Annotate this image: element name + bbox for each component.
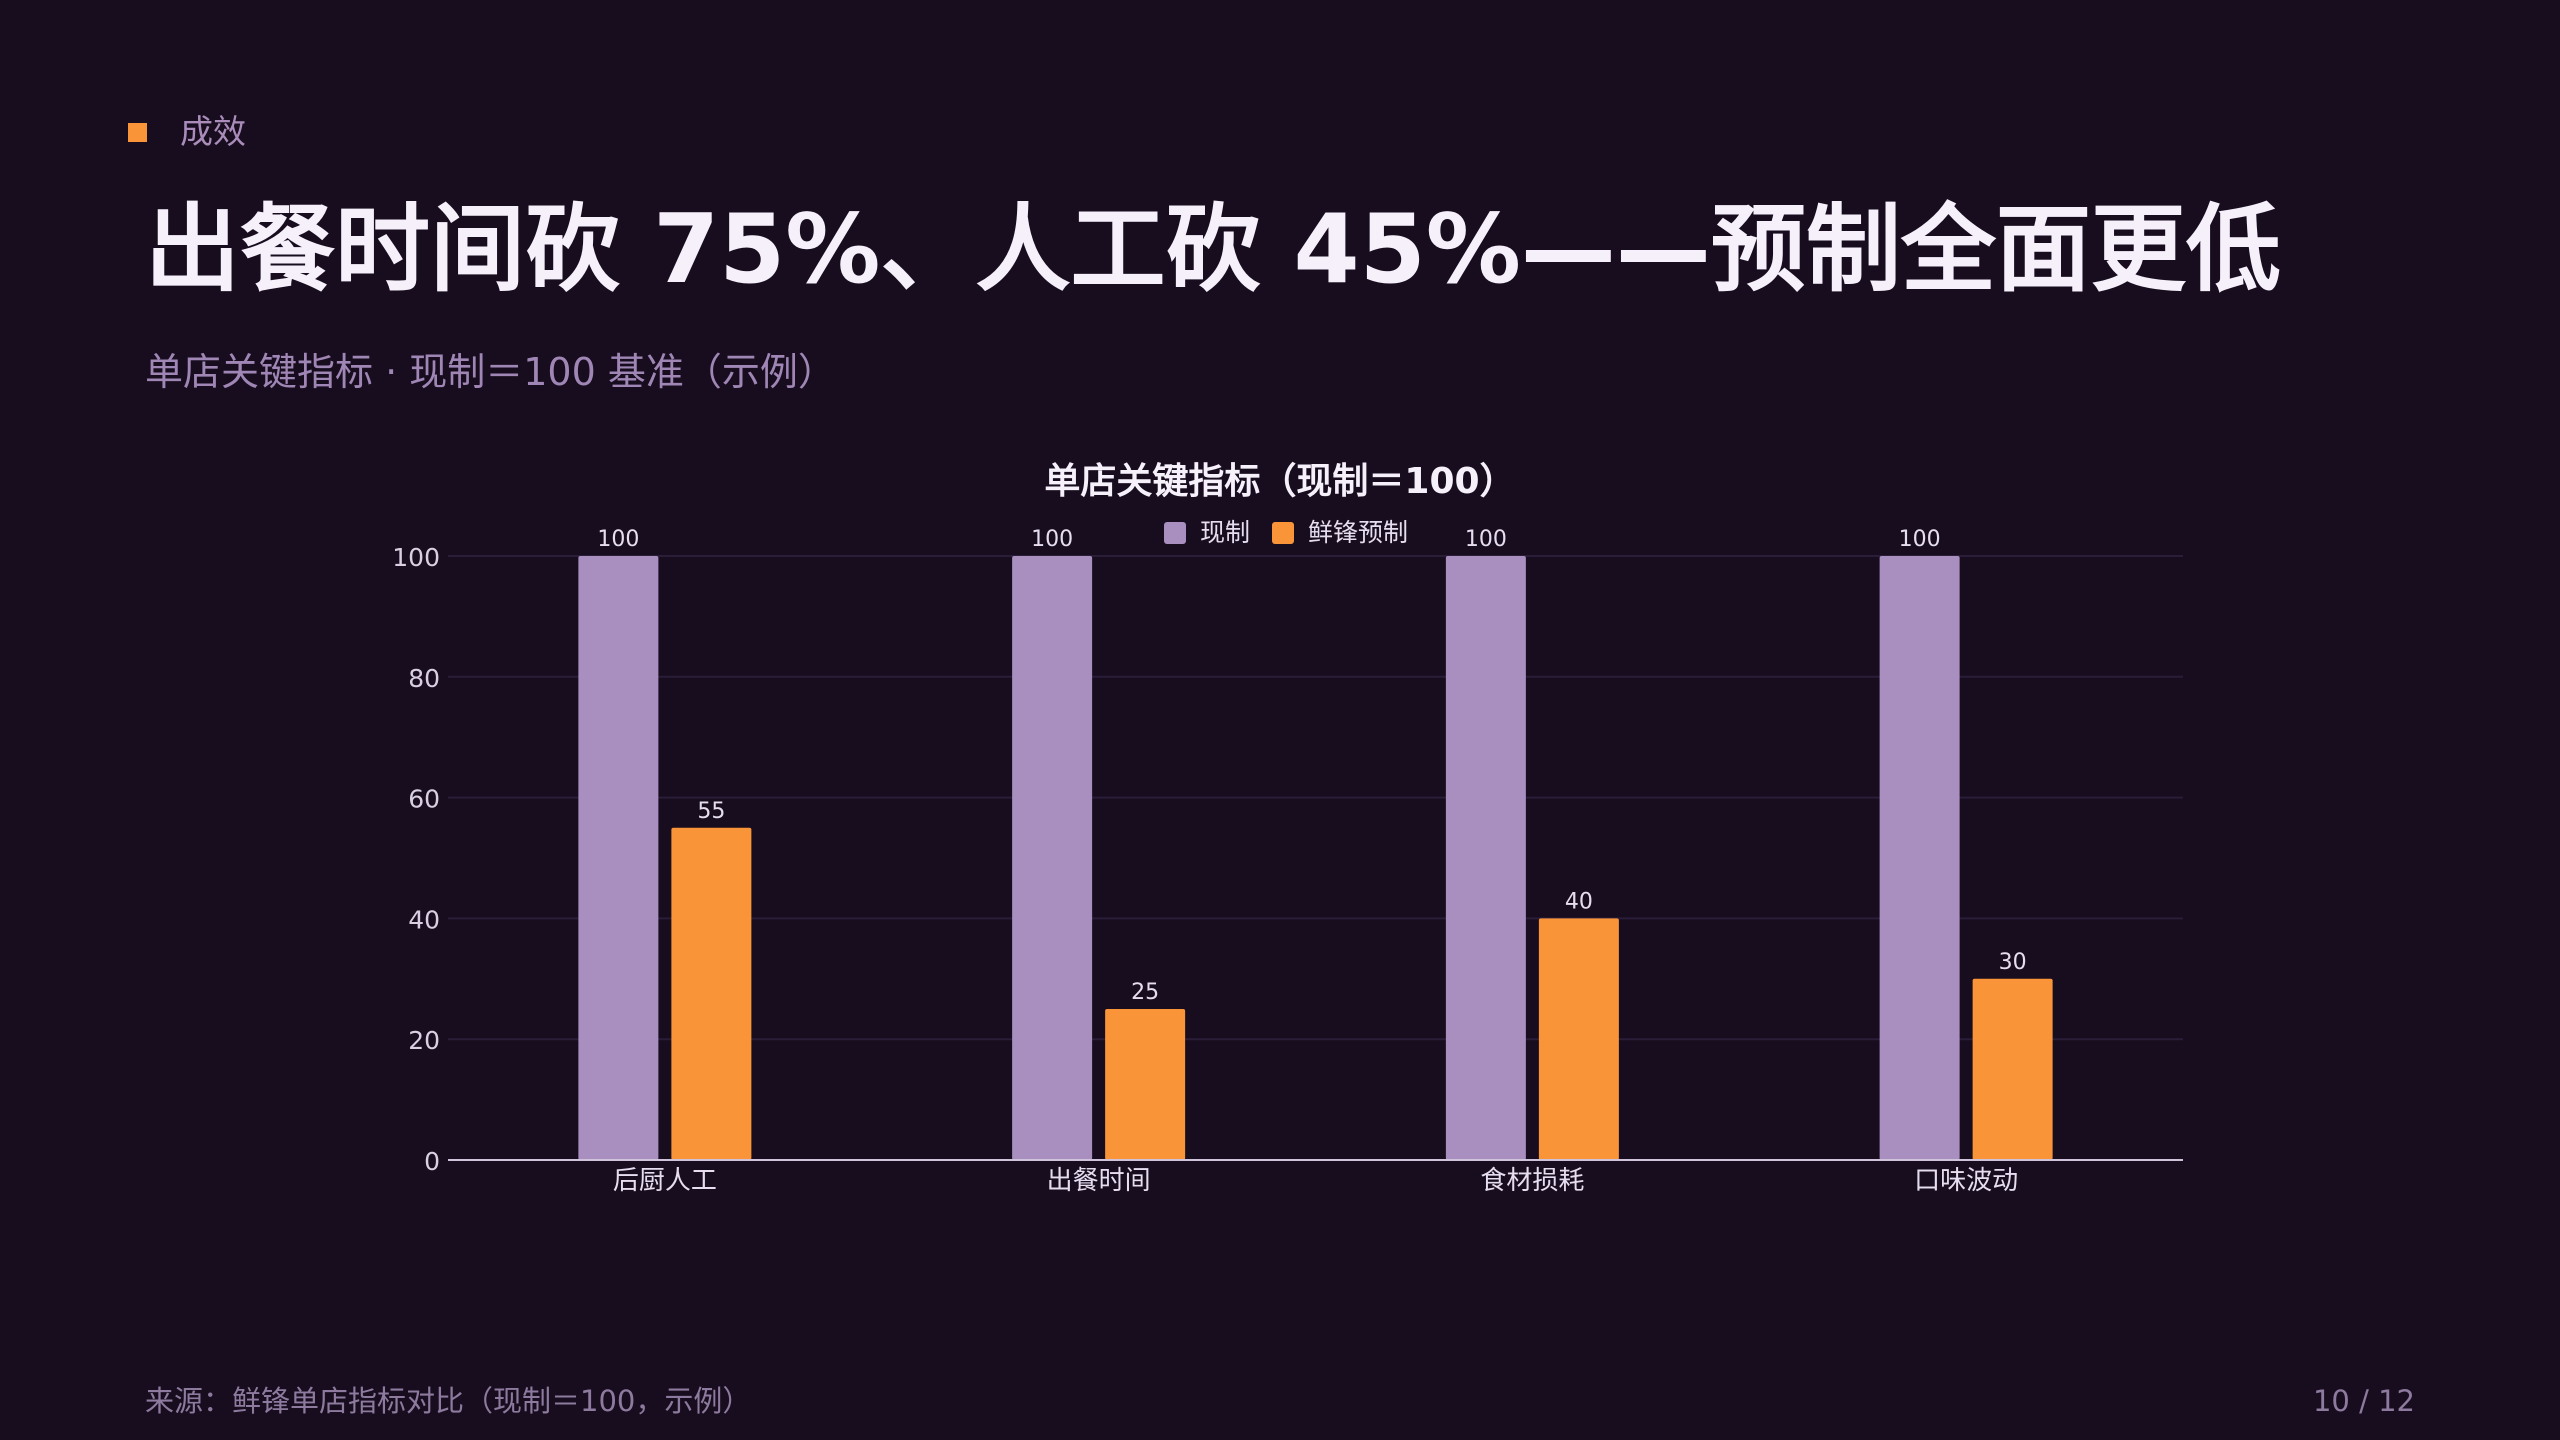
legend-label: 现制: [1200, 518, 1250, 547]
y-tick-label: 100: [392, 543, 440, 572]
x-tick-label: 后厨人工: [613, 1166, 717, 1196]
x-tick-label: 出餐时间: [1047, 1166, 1151, 1196]
bar-series-b: [1972, 978, 2053, 1160]
y-tick-label: 20: [408, 1026, 440, 1055]
bar-value-label: 100: [1031, 527, 1073, 552]
legend-swatch: [1164, 522, 1186, 544]
bars: 100 55 100 25 100 40 100 30: [578, 527, 2053, 1160]
bar-value-label: 25: [1131, 980, 1159, 1005]
x-tick-label: 口味波动: [1914, 1166, 2018, 1196]
source-note: 来源：鲜锋单店指标对比（现制＝100，示例）: [145, 1384, 752, 1418]
bar-value-label: 55: [697, 799, 725, 824]
legend-swatch: [1272, 522, 1294, 544]
slide-subtitle: 单店关键指标 · 现制＝100 基准（示例）: [145, 350, 836, 394]
bar-value-label: 100: [1465, 527, 1507, 552]
bar-series-a: [1012, 556, 1093, 1160]
y-tick-label: 60: [408, 785, 440, 814]
kicker-label: 成效: [180, 112, 246, 151]
bar-series-a: [578, 556, 659, 1160]
legend-label: 鲜锋预制: [1308, 518, 1408, 547]
bar-series-b: [1538, 918, 1619, 1160]
bar-value-label: 100: [597, 527, 639, 552]
y-tick-label: 80: [408, 664, 440, 693]
bar-value-label: 100: [1899, 527, 1941, 552]
x-tick-label: 食材损耗: [1480, 1166, 1584, 1196]
y-axis: 0 20 40 60 80 100: [392, 543, 440, 1176]
chart-legend: 现制 鲜锋预制: [1164, 518, 1408, 547]
section-kicker: 成效: [128, 108, 246, 156]
bar-series-a: [1445, 556, 1526, 1160]
x-axis: 后厨人工 出餐时间 食材损耗 口味波动: [448, 1159, 2183, 1196]
bar-series-a: [1879, 556, 1960, 1160]
slide-title: 出餐时间砍 75%、人工砍 45%——预制全面更低: [145, 195, 2281, 305]
accent-square-icon: [128, 122, 147, 142]
bar-value-label: 30: [1999, 950, 2027, 975]
page-number: 10 / 12: [2312, 1384, 2415, 1418]
bar-series-b: [1105, 1009, 1186, 1160]
y-tick-label: 40: [408, 905, 440, 934]
bar-value-label: 40: [1565, 889, 1593, 914]
bar-series-b: [671, 827, 752, 1160]
chart-title: 单店关键指标（现制＝100）: [1044, 461, 1515, 502]
y-tick-label: 0: [424, 1147, 440, 1176]
